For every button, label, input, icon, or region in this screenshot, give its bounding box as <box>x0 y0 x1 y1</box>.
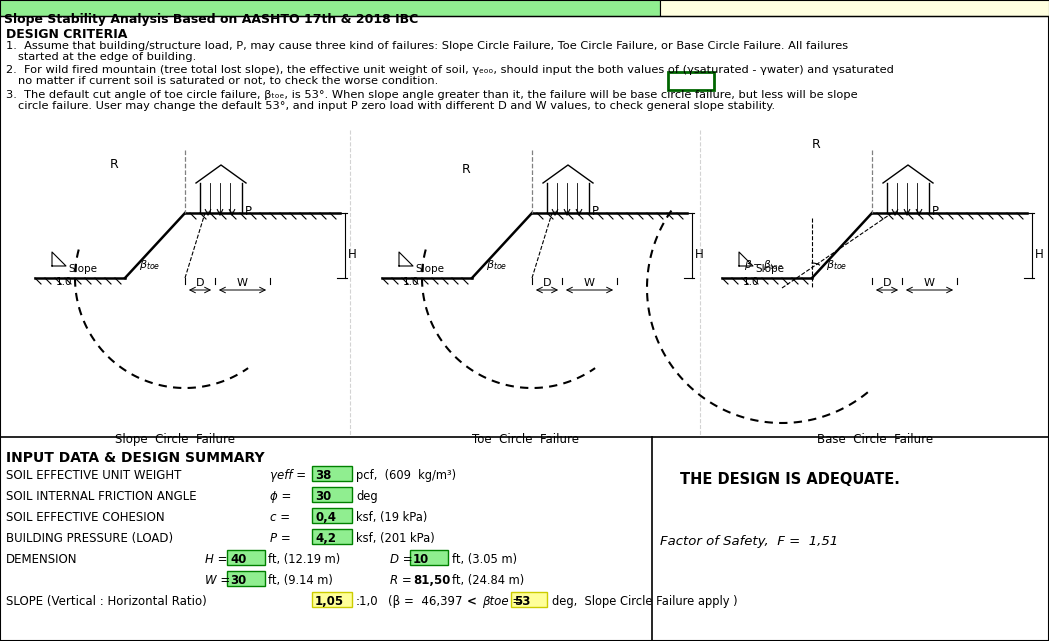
Bar <box>227 571 265 586</box>
Text: Slope Stability Analysis Based on AASHTO 17th & 2018 IBC: Slope Stability Analysis Based on AASHTO… <box>4 13 419 26</box>
Text: P =: P = <box>270 532 291 545</box>
Text: γeff =: γeff = <box>270 469 306 482</box>
Text: ksf, (201 kPa): ksf, (201 kPa) <box>356 532 434 545</box>
Bar <box>312 487 352 502</box>
Text: ϕ =: ϕ = <box>270 490 292 503</box>
Text: Base  Circle  Failure: Base Circle Failure <box>817 433 933 446</box>
Text: $\beta_{toe}$: $\beta_{toe}$ <box>140 258 160 272</box>
Text: H =: H = <box>205 553 228 566</box>
Text: H: H <box>348 248 357 261</box>
Text: started at the edge of building.: started at the edge of building. <box>18 52 196 62</box>
Text: 1,05: 1,05 <box>315 595 344 608</box>
Text: 38: 38 <box>315 469 331 482</box>
Text: 53: 53 <box>514 595 531 608</box>
Text: Slope: Slope <box>755 264 784 274</box>
Text: R =: R = <box>390 574 412 587</box>
Text: ksf, (19 kPa): ksf, (19 kPa) <box>356 511 427 524</box>
Text: THE DESIGN IS ADEQUATE.: THE DESIGN IS ADEQUATE. <box>680 472 900 487</box>
Text: SLOPE (Vertical : Horizontal Ratio): SLOPE (Vertical : Horizontal Ratio) <box>6 595 207 608</box>
Text: W: W <box>236 278 248 288</box>
Text: DESIGN CRITERIA: DESIGN CRITERIA <box>6 28 127 41</box>
Text: ft, (3.05 m): ft, (3.05 m) <box>452 553 517 566</box>
Bar <box>511 592 547 607</box>
Text: P: P <box>932 205 939 218</box>
Text: 4,2: 4,2 <box>315 532 336 545</box>
Text: SOIL EFFECTIVE UNIT WEIGHT: SOIL EFFECTIVE UNIT WEIGHT <box>6 469 181 482</box>
Text: INPUT DATA & DESIGN SUMMARY: INPUT DATA & DESIGN SUMMARY <box>6 451 264 465</box>
Text: D =: D = <box>390 553 412 566</box>
Bar <box>312 529 352 544</box>
Bar <box>227 550 265 565</box>
Text: BUILDING PRESSURE (LOAD): BUILDING PRESSURE (LOAD) <box>6 532 173 545</box>
Text: 30: 30 <box>230 574 247 587</box>
Text: $\beta_{toe}$: $\beta_{toe}$ <box>826 258 848 272</box>
Text: Factor of Safety,  F =  1,51: Factor of Safety, F = 1,51 <box>660 535 838 548</box>
Text: 1.0: 1.0 <box>56 277 72 287</box>
Text: 10: 10 <box>413 553 429 566</box>
Text: ft, (24.84 m): ft, (24.84 m) <box>452 574 524 587</box>
Text: (β =  46,397: (β = 46,397 <box>388 595 463 608</box>
Text: D: D <box>542 278 552 288</box>
Text: ft, (9.14 m): ft, (9.14 m) <box>267 574 333 587</box>
Text: 30: 30 <box>315 490 331 503</box>
Text: Toe  Circle  Failure: Toe Circle Failure <box>471 433 578 446</box>
Text: Slope: Slope <box>68 264 97 274</box>
Text: :1,0: :1,0 <box>356 595 379 608</box>
Text: 1.0: 1.0 <box>403 277 420 287</box>
Bar <box>668 72 714 90</box>
Text: R: R <box>462 163 471 176</box>
Text: $\beta - \beta_{toe}$: $\beta - \beta_{toe}$ <box>744 258 784 272</box>
Bar <box>410 550 448 565</box>
Bar <box>312 508 352 523</box>
Text: W: W <box>923 278 935 288</box>
Text: βtoe =: βtoe = <box>481 595 522 608</box>
Text: 1.  Assume that building/structure load, P, may cause three kind of failures: Sl: 1. Assume that building/structure load, … <box>6 41 849 51</box>
Text: D: D <box>883 278 892 288</box>
Text: D: D <box>196 278 205 288</box>
Bar <box>660 0 1049 16</box>
Text: W: W <box>583 278 595 288</box>
Text: 2.  For wild fired mountain (tree total lost slope), the effective unit weight o: 2. For wild fired mountain (tree total l… <box>6 65 894 75</box>
Text: no matter if current soil is saturated or not, to check the worse condition.: no matter if current soil is saturated o… <box>18 76 438 86</box>
Text: Slope: Slope <box>415 264 444 274</box>
Text: DEMENSION: DEMENSION <box>6 553 78 566</box>
Text: W =: W = <box>205 574 230 587</box>
Text: deg,  Slope Circle Failure apply ): deg, Slope Circle Failure apply ) <box>552 595 737 608</box>
Text: c =: c = <box>270 511 291 524</box>
Bar <box>312 592 352 607</box>
Text: R: R <box>812 138 820 151</box>
Text: 81,50: 81,50 <box>413 574 450 587</box>
Text: ft, (12.19 m): ft, (12.19 m) <box>267 553 340 566</box>
Text: 3.  The default cut angle of toe circle failure, βₜₒₑ, is 53°. When slope angle : 3. The default cut angle of toe circle f… <box>6 90 858 100</box>
Text: pcf,  (609  kg/m³): pcf, (609 kg/m³) <box>356 469 456 482</box>
Text: Slope  Circle  Failure: Slope Circle Failure <box>115 433 235 446</box>
Text: <: < <box>467 595 477 608</box>
Text: 1.0: 1.0 <box>743 277 759 287</box>
Text: H: H <box>1035 248 1044 261</box>
Text: 40: 40 <box>230 553 247 566</box>
Bar <box>0 0 660 16</box>
Text: H: H <box>695 248 704 261</box>
Text: deg: deg <box>356 490 378 503</box>
Text: P: P <box>592 205 599 218</box>
Text: circle failure. User may change the default 53°, and input P zero load with diff: circle failure. User may change the defa… <box>18 101 775 111</box>
Text: SOIL INTERNAL FRICTION ANGLE: SOIL INTERNAL FRICTION ANGLE <box>6 490 196 503</box>
Text: 0,4: 0,4 <box>315 511 336 524</box>
Text: R: R <box>110 158 119 171</box>
Bar <box>312 466 352 481</box>
Text: P: P <box>245 205 252 218</box>
Text: $\beta_{toe}$: $\beta_{toe}$ <box>486 258 508 272</box>
Text: SOIL EFFECTIVE COHESION: SOIL EFFECTIVE COHESION <box>6 511 165 524</box>
